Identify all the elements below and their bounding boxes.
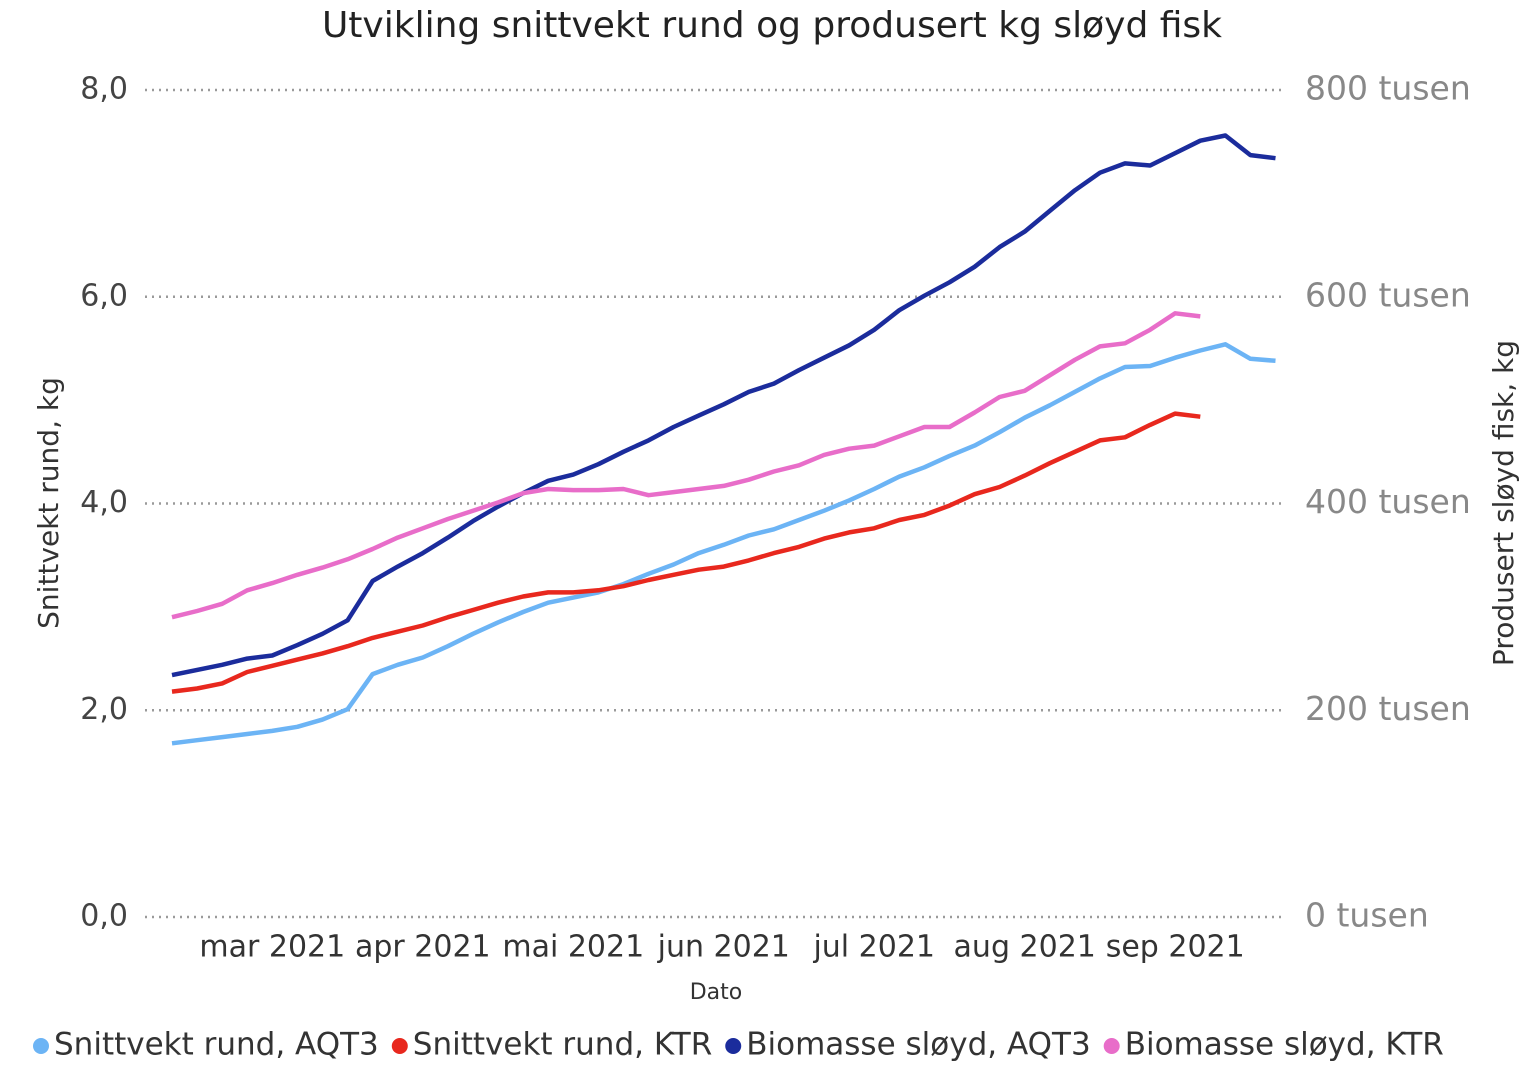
x-tick-label: mai 2021 <box>502 930 644 965</box>
x-tick-label: mar 2021 <box>199 930 345 965</box>
legend-marker <box>1103 1038 1120 1054</box>
legend-label: Snittvekt rund, KTR <box>413 1027 712 1063</box>
legend-label: Snittvekt rund, AQT3 <box>54 1027 379 1063</box>
y-tick-label: 4,0 <box>80 485 128 520</box>
series-line <box>171 311 1201 620</box>
legend-marker <box>391 1038 408 1054</box>
chart-title: Utvikling snittvekt rund og produsert kg… <box>322 5 1222 46</box>
y2-tick-label: 400 tusen <box>1305 482 1471 521</box>
x-tick-label: aug 2021 <box>954 930 1096 965</box>
legend-marker <box>725 1038 742 1054</box>
y-tick-label: 6,0 <box>80 278 128 313</box>
y-axis-title: Snittvekt rund, kg <box>32 377 65 629</box>
legend-label: Biomasse sløyd, KTR <box>1125 1027 1444 1063</box>
y2-tick-label: 200 tusen <box>1305 689 1471 728</box>
legend-marker <box>33 1038 49 1054</box>
y-tick-label: 2,0 <box>80 692 128 727</box>
series-line <box>171 342 1276 746</box>
y2-tick-label: 800 tusen <box>1305 69 1471 108</box>
y2-tick-label: 0 tusen <box>1305 896 1429 935</box>
series-line <box>171 411 1201 694</box>
legend-label: Biomasse sløyd, AQT3 <box>746 1027 1090 1063</box>
series-line <box>171 133 1276 678</box>
x-tick-label: jun 2021 <box>657 930 790 965</box>
x-tick-label: jul 2021 <box>812 930 935 965</box>
x-tick-label: sep 2021 <box>1106 930 1245 965</box>
x-axis-title: Dato <box>690 980 743 1005</box>
y2-axis-title: Produsert sløyd fisk, kg <box>1487 340 1520 666</box>
y-tick-label: 0,0 <box>80 899 128 934</box>
y-tick-label: 8,0 <box>80 72 128 107</box>
x-tick-label: apr 2021 <box>355 930 491 965</box>
y2-tick-label: 600 tusen <box>1305 275 1471 314</box>
